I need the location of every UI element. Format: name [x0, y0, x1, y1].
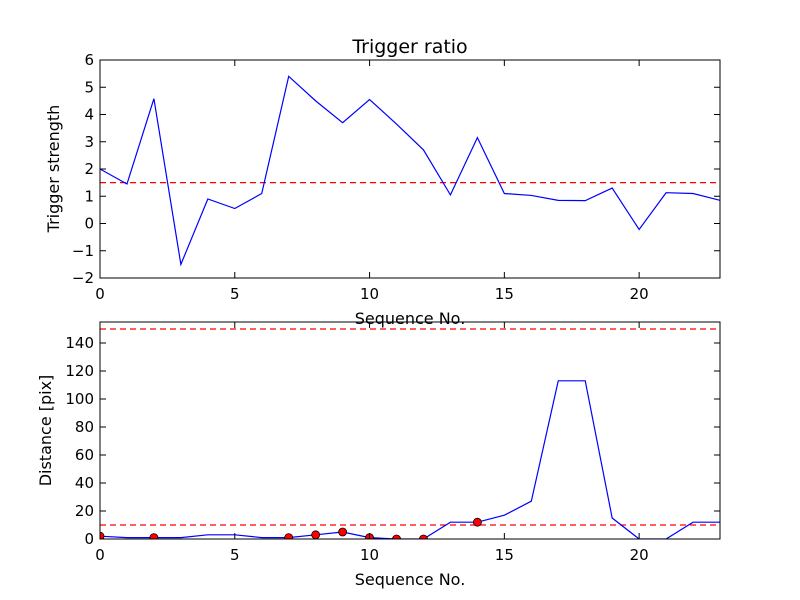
x-tick-label: 15: [495, 285, 514, 303]
plot-area: [100, 328, 720, 539]
y-tick-label: 0: [84, 215, 94, 233]
x-tick-label: 5: [230, 546, 240, 564]
y-axis-label: Distance [pix]: [36, 375, 55, 487]
y-axis-label: Trigger strength: [44, 105, 63, 234]
y-tick-label: 40: [75, 474, 94, 492]
y-tick-label: 6: [84, 51, 94, 69]
data-point-marker: [149, 533, 159, 539]
x-axis-label: Sequence No.: [355, 570, 466, 589]
x-axis-label: Sequence No.: [355, 309, 466, 328]
y-tick-label: 100: [65, 390, 94, 408]
trigger-ratio-subplot: Trigger ratio Trigger strength Sequence …: [44, 36, 721, 328]
y-tick-label: 80: [75, 418, 94, 436]
y-tick-label: 140: [65, 334, 94, 352]
y-tick-label: −2: [72, 269, 94, 287]
y-tick-label: 5: [84, 78, 94, 96]
chart-title: Trigger ratio: [351, 36, 467, 58]
data-point-marker: [419, 534, 428, 539]
distance-subplot: Distance [pix] Sequence No. 0 5 10 15 20 0 20 4…: [36, 321, 721, 589]
y-tick-label: 3: [84, 133, 94, 151]
data-point-marker: [311, 530, 321, 539]
data-point-marker: [472, 517, 482, 527]
series-line: [100, 380, 720, 539]
y-tick-label: 60: [75, 446, 94, 464]
data-point-marker: [284, 533, 294, 539]
y-tick-label: 4: [84, 106, 94, 124]
x-tick-label: 20: [630, 285, 649, 303]
y-tick-label: 0: [84, 530, 94, 548]
y-tick-label: −1: [72, 242, 94, 260]
y-tick-label: 1: [84, 187, 94, 205]
x-tick-label: 0: [95, 546, 105, 564]
y-tick-label: 2: [84, 160, 94, 178]
series-line: [100, 75, 720, 267]
x-tick-label: 10: [360, 285, 379, 303]
data-point-marker: [100, 531, 105, 539]
axes-frame: [99, 321, 721, 540]
x-tick-label: 20: [630, 546, 649, 564]
x-tick-label: 5: [230, 285, 240, 303]
y-tick-label: 20: [75, 502, 94, 520]
data-point-marker: [392, 534, 401, 539]
x-tick-label: 15: [495, 546, 514, 564]
data-point-marker: [338, 527, 348, 537]
x-tick-label: 0: [95, 285, 105, 303]
plot-area: [100, 75, 720, 267]
y-tick-label: 120: [65, 362, 94, 380]
x-tick-label: 10: [360, 546, 379, 564]
